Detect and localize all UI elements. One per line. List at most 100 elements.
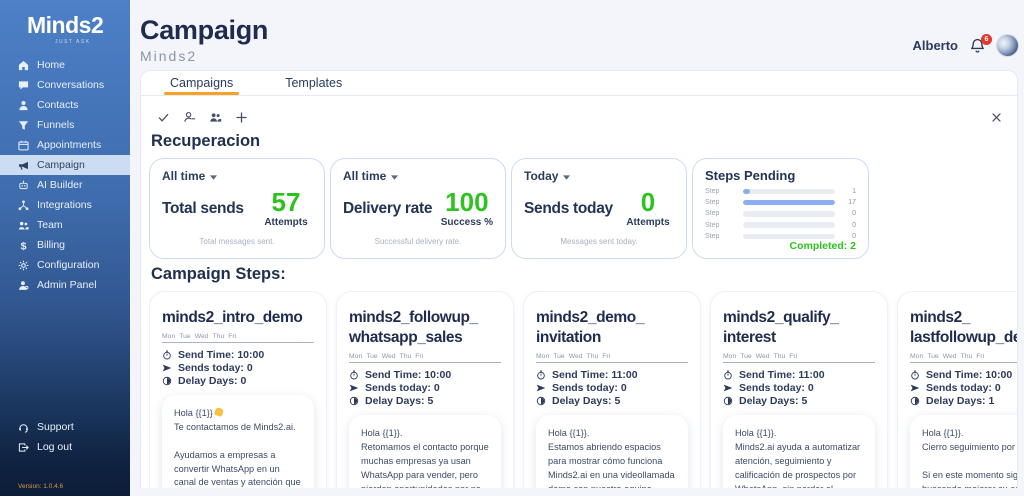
steps-pending-row: Step 0 xyxy=(705,210,856,217)
version-label: Version: 1.0.4.6 xyxy=(18,483,64,490)
sidebar-item-billing[interactable]: $ Billing xyxy=(0,235,130,255)
campaign-steps-title: Campaign Steps: xyxy=(151,265,286,283)
tab-templates[interactable]: Templates xyxy=(285,76,343,90)
sidebar-item-support[interactable]: Support xyxy=(0,417,130,437)
stat-value: 0 xyxy=(640,187,656,217)
caret-down-icon xyxy=(563,174,571,180)
step-label: Step xyxy=(705,221,720,229)
sidebar-item-home[interactable]: Home xyxy=(0,55,130,75)
step-day: Tue xyxy=(927,353,939,361)
support-icon xyxy=(18,422,29,433)
bell-icon[interactable]: 6 xyxy=(969,33,992,55)
sidebar-item-label: Billing xyxy=(37,239,66,251)
stat-unit: Attempts xyxy=(626,217,670,228)
stat-card: All time Total sends 57 Attempts Total messa… xyxy=(149,158,325,259)
chat-icon xyxy=(18,80,29,91)
step-message: Hola {{1}} Te contactamos de Minds2.ai. … xyxy=(162,395,314,488)
stat-period-selector[interactable]: All time xyxy=(162,169,312,183)
sidebar-item-ai-builder[interactable]: AI Builder xyxy=(0,175,130,195)
sidebar-nav: Home Conversations Contacts Funnels Appointm… xyxy=(0,55,130,295)
step-progress-track xyxy=(743,211,835,217)
sidebar-item-label: Contacts xyxy=(37,99,79,111)
step-day: Wed xyxy=(381,353,396,361)
stat-period-selector[interactable]: All time xyxy=(343,169,493,183)
sidebar-item-label: Appointments xyxy=(37,139,102,151)
steps-pending-row: Step 1 xyxy=(705,188,856,195)
tab-campaigns[interactable]: Campaigns xyxy=(164,71,240,95)
delay-icon xyxy=(162,376,172,386)
sidebar-item-campaign[interactable]: Campaign xyxy=(0,155,130,175)
robot-icon xyxy=(18,180,29,191)
stat-footer: Successful delivery rate. xyxy=(374,237,462,246)
send-time: Send Time: 11:00 xyxy=(536,369,688,381)
sidebar-item-integrations[interactable]: Integrations xyxy=(0,195,130,215)
close-icon[interactable] xyxy=(990,111,1003,124)
send-time-label: Send Time: 10:00 xyxy=(178,349,265,362)
step-day: Mon xyxy=(723,353,737,361)
step-message: Hola {{1}}. Cierro seguimiento por aquí.… xyxy=(910,415,1017,488)
user-name: Alberto xyxy=(912,38,959,53)
dollar-icon: $ xyxy=(18,240,29,251)
people-icon[interactable] xyxy=(209,111,222,124)
step-day: Fri xyxy=(789,353,798,361)
brand-name: Minds2 xyxy=(27,12,104,38)
sidebar-item-conversations[interactable]: Conversations xyxy=(0,75,130,95)
logout-icon xyxy=(18,442,29,453)
step-title: minds2_​qualify_​interest xyxy=(723,309,839,347)
step-day: Mon xyxy=(162,333,176,341)
steps-pending-row: Step 0 xyxy=(705,233,856,240)
step-value: 0 xyxy=(852,232,856,240)
delay-days: Delay Days: 5 xyxy=(536,395,688,407)
send-time-label: Send Time: 10:00 xyxy=(365,369,452,382)
sidebar-footer: Support Log out Version: 1.0.4.6 xyxy=(0,417,130,496)
campaign-name-title: Recuperacion xyxy=(151,132,261,150)
sends-today: Sends today: 0 xyxy=(162,362,314,374)
step-day: Wed xyxy=(942,353,957,361)
sidebar-item-configuration[interactable]: Configuration xyxy=(0,255,130,275)
delay-days: Delay Days: 5 xyxy=(723,395,875,407)
sends-today-label: Sends today: 0 xyxy=(365,382,440,395)
delay-days: Delay Days: 5 xyxy=(349,395,501,407)
delay-days-label: Delay Days: 5 xyxy=(365,395,434,408)
sidebar-item-logout[interactable]: Log out xyxy=(0,437,130,457)
steps-pending-row: Step 0 xyxy=(705,222,856,229)
sends-today: Sends today: 0 xyxy=(910,382,1017,394)
sends-today-label: Sends today: 0 xyxy=(739,382,814,395)
sidebar-item-label: Configuration xyxy=(37,259,100,271)
stat-value: 57 xyxy=(271,187,301,217)
delay-icon xyxy=(910,396,920,406)
sidebar-item-label: Integrations xyxy=(37,199,92,211)
person-remove-icon[interactable] xyxy=(183,111,196,124)
step-label: Step xyxy=(705,232,720,240)
step-day: Thu xyxy=(399,353,412,361)
stat-label: Total sends xyxy=(162,199,244,217)
sidebar: Minds2 JUST ASK Home Conversations Contact… xyxy=(0,0,130,496)
step-day: Tue xyxy=(553,353,565,361)
step-day: Fri xyxy=(228,333,237,341)
step-title: minds2_​intro_​demo xyxy=(162,309,303,326)
sidebar-item-appointments[interactable]: Appointments xyxy=(0,135,130,155)
calendar-icon xyxy=(18,140,29,151)
stat-period-selector[interactable]: Today xyxy=(524,169,674,183)
sidebar-item-contacts[interactable]: Contacts xyxy=(0,95,130,115)
step-message: Hola {{1}}. Estamos abriendo espacios pa… xyxy=(536,415,688,488)
delay-days-label: Delay Days: 1 xyxy=(926,395,995,408)
avatar[interactable] xyxy=(997,35,1018,56)
stat-footer: Messages sent today. xyxy=(560,237,638,246)
stopwatch-icon xyxy=(349,370,359,380)
sidebar-item-team[interactable]: Team xyxy=(0,215,130,235)
step-progress-fill xyxy=(743,188,751,195)
send-time-label: Send Time: 11:00 xyxy=(552,369,638,382)
step-message: Hola {{1}}. Retomamos el contacto porque… xyxy=(349,415,501,488)
step-day: Thu xyxy=(586,353,599,361)
caret-down-icon xyxy=(210,174,218,180)
stopwatch-icon xyxy=(723,370,733,380)
stopwatch-icon xyxy=(536,370,546,380)
plus-icon[interactable] xyxy=(235,111,248,124)
sidebar-item-funnels[interactable]: Funnels xyxy=(0,115,130,135)
sidebar-item-admin-panel[interactable]: Admin Panel xyxy=(0,275,130,295)
check-icon[interactable] xyxy=(157,111,170,124)
step-day: Thu xyxy=(773,353,786,361)
campaign-step-card: minds2_​demo_​invitation Mon Tue Wed Thu Fri S… xyxy=(523,291,701,488)
sends-today-label: Sends today: 0 xyxy=(926,382,1001,395)
